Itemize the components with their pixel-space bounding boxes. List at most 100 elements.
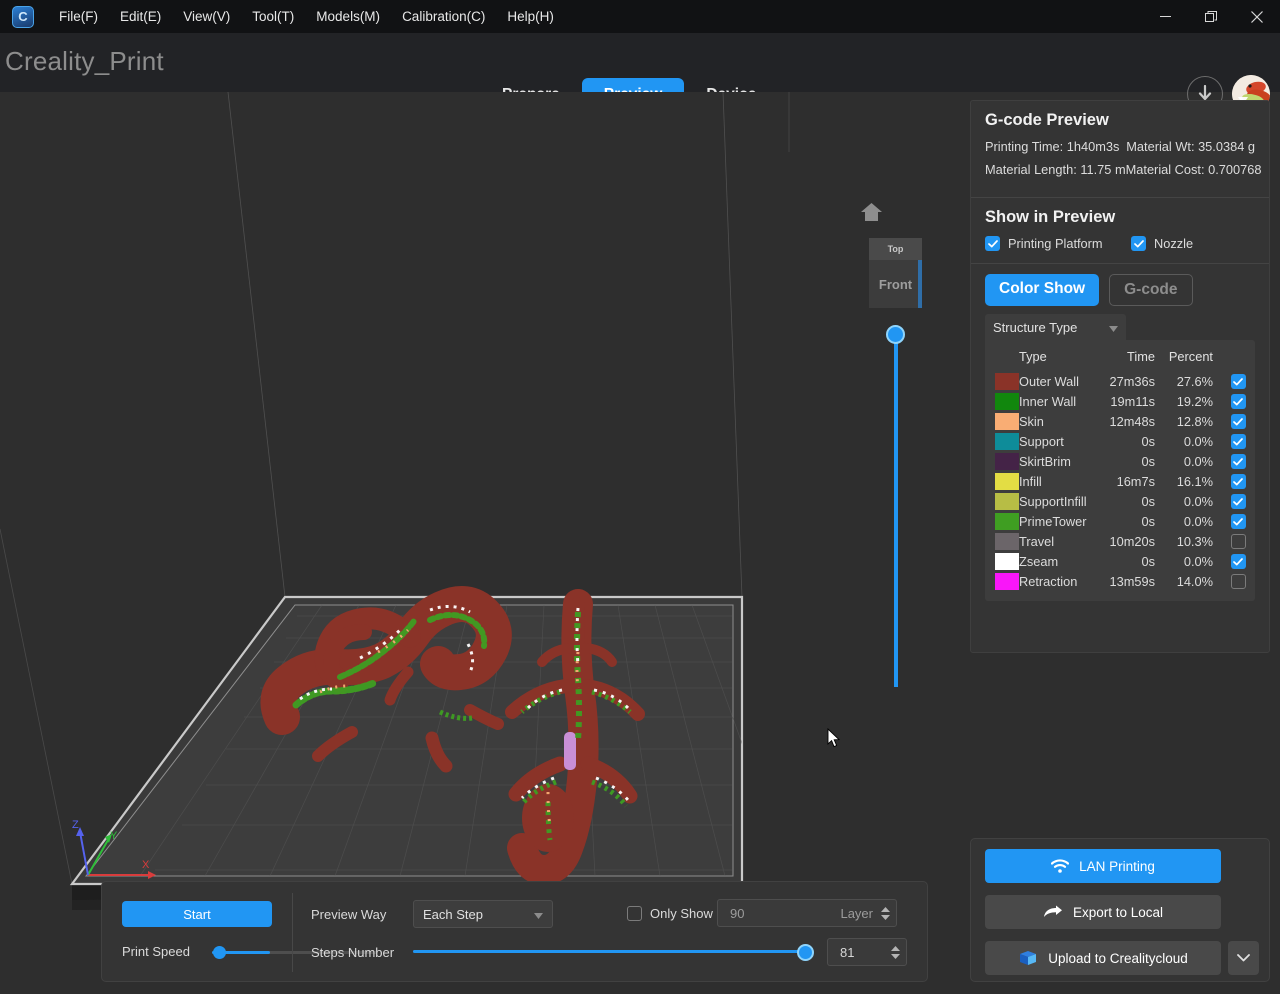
color-swatch xyxy=(995,372,1019,390)
steps-number-stepper[interactable] xyxy=(891,945,900,959)
checkbox-nozzle[interactable]: Nozzle xyxy=(1131,236,1193,251)
steps-slider-handle[interactable] xyxy=(797,944,814,961)
row-time: 0s xyxy=(1141,553,1155,569)
color-swatch xyxy=(995,532,1019,550)
layer-slider-track[interactable] xyxy=(894,333,898,687)
row-checkbox[interactable] xyxy=(1230,574,1246,590)
structure-type-tab[interactable]: Structure Type xyxy=(985,314,1126,340)
checkbox-printing-platform[interactable]: Printing Platform xyxy=(985,236,1131,251)
table-row[interactable]: SupportInfill 0s 0.0% xyxy=(985,491,1255,511)
table-row[interactable]: SkirtBrim 0s 0.0% xyxy=(985,451,1255,471)
view-cube[interactable]: Top Front xyxy=(869,238,922,308)
build-plate-render: X Y Z xyxy=(0,92,790,910)
table-header-row: Type Time Percent xyxy=(985,346,1255,371)
menu-edit[interactable]: Edit(E) xyxy=(109,0,172,33)
svg-text:X: X xyxy=(142,859,150,871)
row-checkbox[interactable] xyxy=(1230,534,1246,550)
menu-bar: File(F) Edit(E) View(V) Tool(T) Models(M… xyxy=(48,0,565,33)
cloud-cube-icon xyxy=(1020,951,1037,965)
gcode-line-1: Printing Time: 1h40m3s Material Wt: 35.0… xyxy=(985,139,1255,154)
row-time: 19m11s xyxy=(1110,393,1155,409)
checkbox-icon[interactable] xyxy=(627,906,642,921)
table-row[interactable]: Skin 12m48s 12.8% xyxy=(985,411,1255,431)
color-show-button[interactable]: Color Show xyxy=(985,274,1100,306)
menu-view[interactable]: View(V) xyxy=(172,0,241,33)
row-type: SupportInfill xyxy=(1019,493,1087,509)
row-percent: 0.0% xyxy=(1183,453,1213,469)
chevron-down-icon xyxy=(881,914,890,920)
row-checkbox[interactable] xyxy=(1230,374,1246,390)
row-checkbox[interactable] xyxy=(1230,474,1246,490)
lan-printing-button[interactable]: LAN Printing xyxy=(985,849,1221,883)
row-checkbox[interactable] xyxy=(1230,494,1246,510)
start-button[interactable]: Start xyxy=(122,901,272,927)
view-cube-front[interactable]: Front xyxy=(869,260,922,308)
only-show-checkbox[interactable]: Only Show xyxy=(627,906,713,921)
steps-number-input[interactable]: 81 xyxy=(827,938,907,966)
row-type: SkirtBrim xyxy=(1019,453,1071,469)
row-checkbox[interactable] xyxy=(1230,414,1246,430)
maximize-button[interactable] xyxy=(1188,0,1234,33)
home-button[interactable] xyxy=(860,202,883,227)
export-to-local-button[interactable]: Export to Local xyxy=(985,895,1221,929)
chevron-down-icon[interactable] xyxy=(534,907,543,922)
row-type: Outer Wall xyxy=(1019,373,1079,389)
gcode-preview-title: G-code Preview xyxy=(985,111,1109,129)
upload-to-crealitycloud-button[interactable]: Upload to Crealitycloud xyxy=(985,941,1221,975)
3d-viewport[interactable]: X Y Z Top Front xyxy=(0,92,962,994)
layer-slider[interactable] xyxy=(886,325,905,687)
menu-tool[interactable]: Tool(T) xyxy=(241,0,305,33)
table-row[interactable]: Support 0s 0.0% xyxy=(985,431,1255,451)
table-row[interactable]: Outer Wall 27m36s 27.6% xyxy=(985,371,1255,391)
row-checkbox[interactable] xyxy=(1230,394,1246,410)
chevron-up-icon xyxy=(881,906,890,912)
row-checkbox[interactable] xyxy=(1230,454,1246,470)
row-checkbox[interactable] xyxy=(1230,434,1246,450)
menu-calibration[interactable]: Calibration(C) xyxy=(391,0,496,33)
view-mode-toggle: Color Show G-code xyxy=(971,274,1269,314)
only-show-layer-input[interactable]: 90 Layer xyxy=(717,899,897,927)
model-dragon-right xyxy=(505,589,645,885)
table-row[interactable]: Inner Wall 19m11s 19.2% xyxy=(985,391,1255,411)
model-dragon-left xyxy=(260,586,512,773)
only-show-value: 90 xyxy=(730,905,745,921)
gcode-button[interactable]: G-code xyxy=(1109,274,1193,306)
row-checkbox[interactable] xyxy=(1230,554,1246,570)
menu-models[interactable]: Models(M) xyxy=(305,0,391,33)
row-type: Support xyxy=(1019,433,1064,449)
table-row[interactable]: Travel 10m20s 10.3% xyxy=(985,531,1255,551)
print-speed-track[interactable] xyxy=(212,951,378,954)
view-cube-top[interactable]: Top xyxy=(869,238,922,260)
svg-text:Y: Y xyxy=(110,830,118,842)
color-swatch xyxy=(995,432,1019,450)
row-time: 16m7s xyxy=(1116,473,1155,489)
row-type: Infill xyxy=(1019,473,1042,489)
table-row[interactable]: Zseam 0s 0.0% xyxy=(985,551,1255,571)
panel-divider-2 xyxy=(971,263,1269,264)
layer-slider-handle[interactable] xyxy=(886,325,905,344)
upload-more-button[interactable] xyxy=(1228,941,1259,975)
svg-text:Z: Z xyxy=(72,819,79,831)
checkbox-icon[interactable] xyxy=(1131,236,1146,251)
row-percent: 10.3% xyxy=(1176,533,1213,549)
menu-file[interactable]: File(F) xyxy=(48,0,109,33)
row-time: 12m48s xyxy=(1109,413,1155,429)
table-row[interactable]: PrimeTower 0s 0.0% xyxy=(985,511,1255,531)
menu-help-label: Help(H) xyxy=(507,9,554,24)
row-type: Inner Wall xyxy=(1019,393,1077,409)
close-button[interactable] xyxy=(1234,0,1280,33)
table-row[interactable]: Infill 16m7s 16.1% xyxy=(985,471,1255,491)
print-speed-handle[interactable] xyxy=(213,946,226,959)
menu-help[interactable]: Help(H) xyxy=(496,0,565,33)
only-show-stepper[interactable] xyxy=(881,906,890,920)
chevron-down-icon[interactable] xyxy=(1109,320,1118,335)
row-checkbox[interactable] xyxy=(1230,514,1246,530)
row-time: 10m20s xyxy=(1109,533,1155,549)
preview-way-select[interactable]: Each Step xyxy=(413,900,553,928)
checkbox-icon[interactable] xyxy=(985,236,1000,251)
chevron-up-icon xyxy=(891,945,900,951)
minimize-button[interactable] xyxy=(1142,0,1188,33)
table-row[interactable]: Retraction 13m59s 14.0% xyxy=(985,571,1255,591)
col-time: Time xyxy=(1127,349,1155,364)
row-time: 0s xyxy=(1141,433,1155,449)
